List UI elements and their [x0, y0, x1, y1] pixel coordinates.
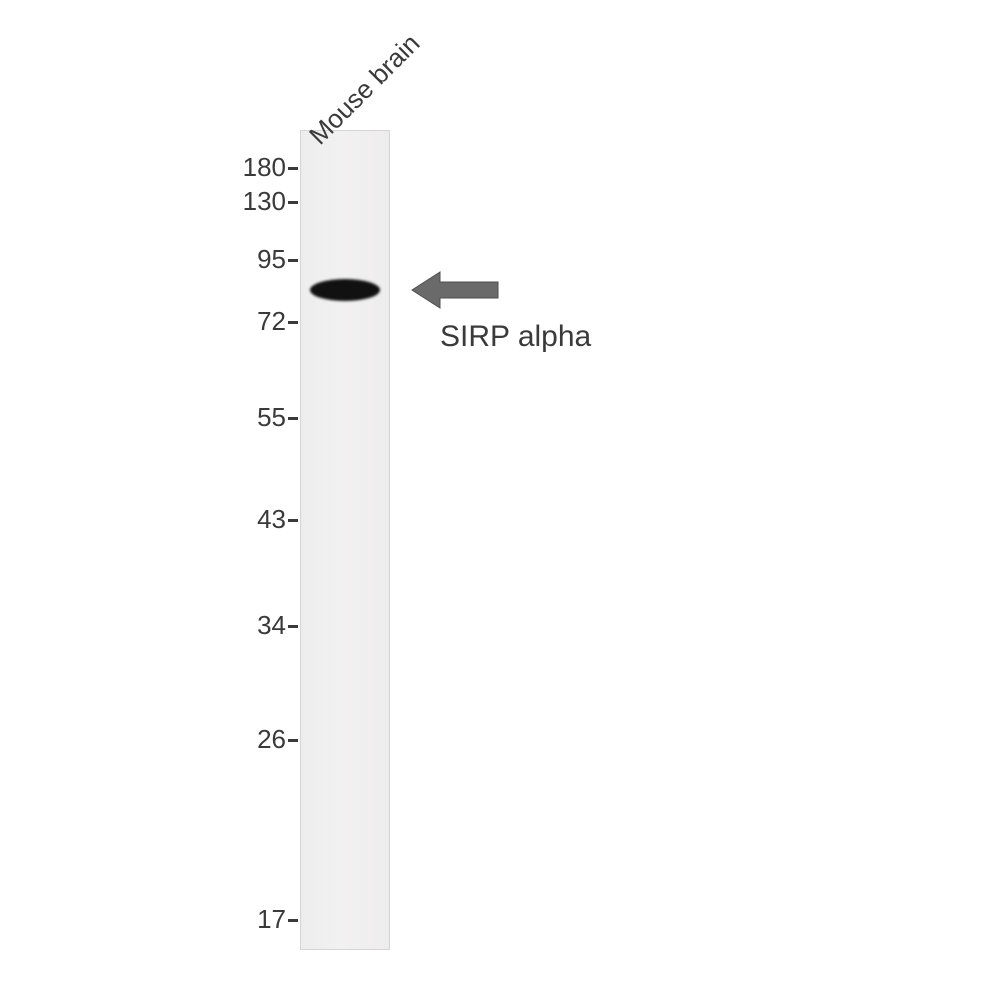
blot-lane — [300, 130, 390, 950]
marker-label: 26 — [216, 724, 286, 755]
marker-tick — [288, 321, 298, 324]
blot-figure: Mouse brain 18013095725543342617 SIRP al… — [0, 0, 1000, 1000]
protein-name-label: SIRP alpha — [440, 320, 591, 354]
marker-label: 55 — [216, 402, 286, 433]
marker-label: 17 — [216, 904, 286, 935]
marker-tick — [288, 259, 298, 262]
marker-tick — [288, 519, 298, 522]
marker-label: 130 — [216, 186, 286, 217]
marker-tick — [288, 167, 298, 170]
marker-tick — [288, 919, 298, 922]
marker-tick — [288, 417, 298, 420]
marker-tick — [288, 625, 298, 628]
marker-label: 180 — [216, 152, 286, 183]
marker-tick — [288, 739, 298, 742]
marker-tick — [288, 201, 298, 204]
arrow-icon — [410, 270, 500, 310]
marker-label: 95 — [216, 244, 286, 275]
marker-label: 72 — [216, 306, 286, 337]
marker-label: 43 — [216, 504, 286, 535]
marker-label: 34 — [216, 610, 286, 641]
protein-band — [310, 279, 380, 301]
